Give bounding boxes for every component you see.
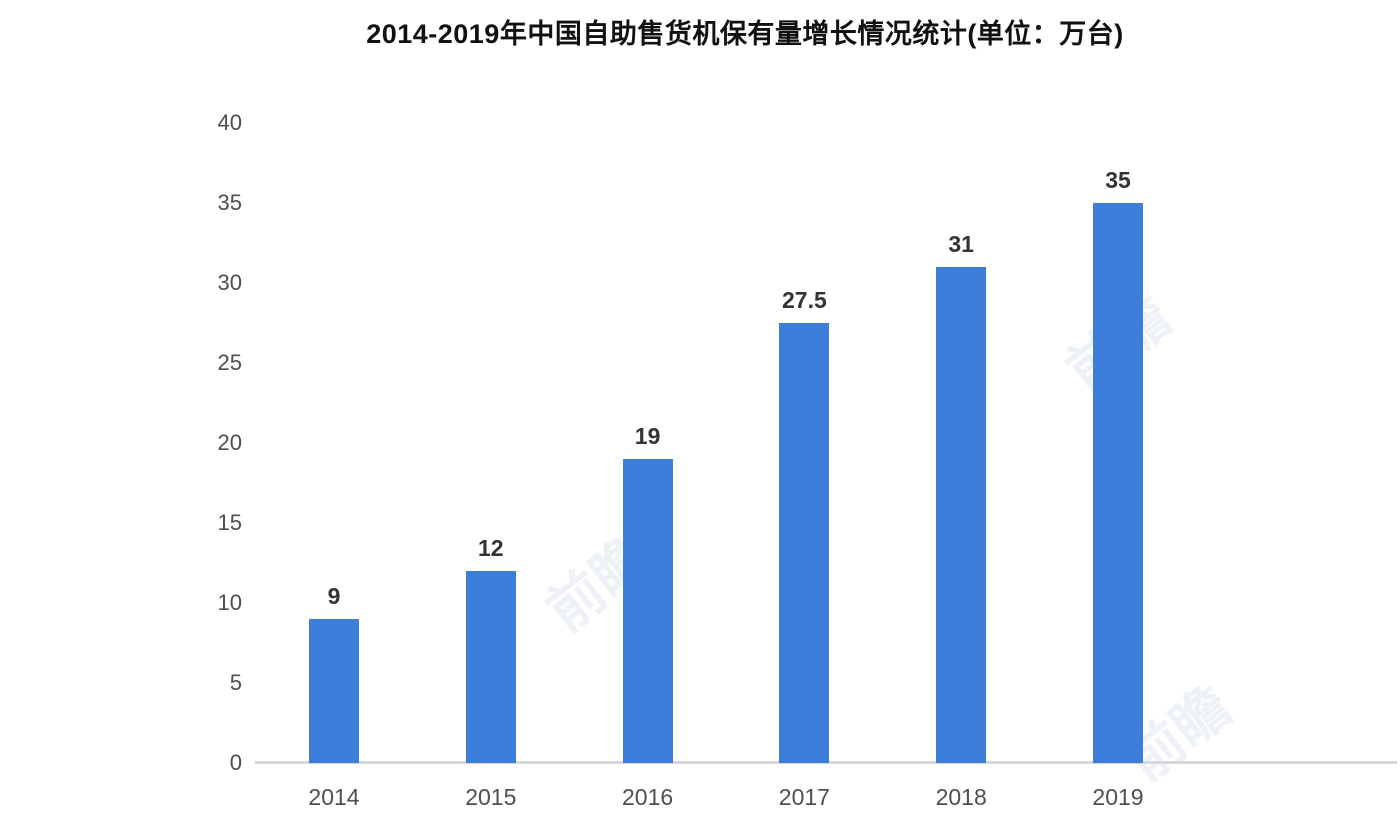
y-axis-tick-label: 5 bbox=[229, 670, 242, 695]
y-axis-tick-label: 25 bbox=[217, 350, 242, 375]
bar bbox=[779, 323, 830, 763]
bar-value-label: 31 bbox=[948, 231, 974, 257]
bar-value-label: 12 bbox=[478, 535, 504, 561]
bar-value-label: 9 bbox=[327, 583, 341, 609]
x-axis-tick-label: 2014 bbox=[308, 784, 360, 810]
bar bbox=[309, 619, 359, 763]
bar bbox=[1093, 203, 1143, 763]
x-axis-tick-label: 2015 bbox=[465, 784, 517, 810]
y-axis-tick-label: 30 bbox=[217, 270, 242, 295]
x-axis-tick-label: 2016 bbox=[622, 784, 674, 810]
bar bbox=[936, 267, 987, 763]
bar-value-label: 27.5 bbox=[782, 287, 827, 313]
y-axis-tick-label: 0 bbox=[229, 750, 242, 775]
bar-value-label: 19 bbox=[634, 423, 661, 449]
bar bbox=[465, 571, 516, 763]
x-axis-tick-label: 2018 bbox=[935, 784, 987, 810]
x-axis-tick-label: 2017 bbox=[778, 784, 830, 810]
y-axis-tick-label: 35 bbox=[217, 190, 242, 215]
y-axis-tick-label: 15 bbox=[217, 510, 242, 535]
chart-title: 2014-2019年中国自助售货机保有量增长情况统计(单位：万台) bbox=[366, 19, 1124, 49]
bar-value-label: 35 bbox=[1105, 167, 1131, 193]
y-axis-tick-label: 20 bbox=[217, 430, 242, 455]
bar bbox=[622, 459, 673, 763]
y-axis-tick-label: 10 bbox=[217, 590, 242, 615]
x-axis-tick-label: 2019 bbox=[1092, 784, 1144, 810]
y-axis-tick-label: 40 bbox=[217, 110, 242, 135]
